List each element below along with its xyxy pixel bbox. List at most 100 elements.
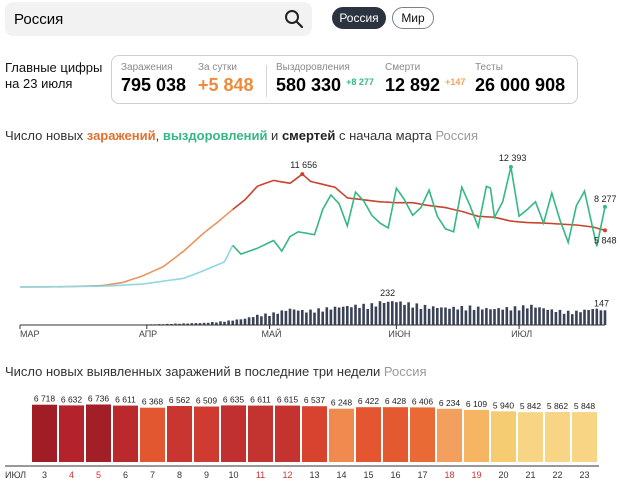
deaths-bar — [427, 308, 431, 325]
deaths-bar — [366, 309, 369, 325]
month-label: МАР — [20, 329, 40, 339]
stat-recoveries: Выздоровления 580 330 +8 277 — [276, 62, 374, 96]
bar-chart: 6 718 3 6 632 4 6 736 5 6 611 6 6 368 7 6 562 8 6 50… — [5, 394, 599, 480]
deaths-bar — [407, 302, 410, 325]
deaths-bar — [272, 312, 275, 325]
deaths-bar — [501, 309, 504, 325]
day-label: 14 — [336, 470, 346, 480]
bar-value-label: 6 611 — [250, 395, 271, 405]
deaths-bar — [538, 307, 541, 325]
stat-deaths-label: Смерти — [385, 62, 421, 73]
bar-value-label: 6 509 — [196, 396, 218, 406]
bar-day-23 — [572, 412, 597, 462]
search-input[interactable] — [14, 8, 274, 30]
bar-day-12 — [275, 405, 300, 462]
chart1-title-region: Россия — [435, 128, 479, 143]
day-label: 23 — [579, 470, 589, 480]
day-label: 20 — [498, 470, 508, 480]
deaths-bar — [309, 309, 312, 325]
chart1-title-prefix: Число новых — [5, 128, 87, 143]
stat-daily-value: +5 848 — [198, 75, 254, 95]
deaths-bar — [190, 323, 194, 325]
deaths-bar — [260, 316, 263, 325]
bar-value-label: 6 234 — [439, 398, 461, 408]
day-label: 22 — [552, 470, 562, 480]
day-label: 12 — [282, 470, 292, 480]
bar-value-label: 6 562 — [169, 395, 191, 405]
deaths-bar — [284, 310, 288, 325]
deaths-bar — [305, 312, 308, 325]
deaths-bar — [350, 307, 353, 325]
day-label: 9 — [204, 470, 209, 480]
day-label: 7 — [150, 470, 155, 480]
chart1-title-recoveries: выздоровлений — [162, 128, 268, 143]
day-label: 13 — [309, 470, 319, 480]
bar-day-7 — [140, 407, 165, 462]
day-label: 15 — [363, 470, 373, 480]
search-icon[interactable] — [284, 9, 304, 29]
chart1-title: Число новых заражений, выздоровлений и с… — [5, 128, 478, 143]
deaths-bar — [325, 307, 329, 325]
day-label: 8 — [177, 470, 182, 480]
deaths-bar — [542, 308, 545, 325]
deaths-bar — [419, 309, 423, 325]
month-label: ИЮЛ — [511, 329, 532, 339]
deaths-bar — [178, 323, 181, 325]
day-label: 10 — [228, 470, 238, 480]
stat-deaths-delta: +147 — [445, 77, 466, 87]
day-label: 19 — [471, 470, 481, 480]
deaths-bar — [436, 308, 439, 325]
stat-tests-label: Тесты — [475, 62, 503, 73]
deaths-bar — [239, 319, 243, 325]
deaths-bar — [268, 316, 271, 325]
deaths-bar — [546, 309, 549, 325]
region-tab-world[interactable]: Мир — [392, 7, 434, 29]
day-label: 16 — [390, 470, 400, 480]
deaths-bar — [206, 322, 210, 325]
bar-value-label: 6 718 — [34, 394, 56, 404]
deaths-bar — [481, 309, 484, 325]
deaths-bar — [333, 306, 337, 325]
bar-day-22 — [545, 412, 570, 462]
peak-infections-label: 11 656 — [290, 160, 317, 170]
deaths-bar — [358, 308, 361, 325]
deaths-bar — [558, 309, 562, 325]
deaths-bar — [292, 309, 296, 325]
deaths-bar — [280, 310, 284, 325]
bar-value-label: 5 848 — [574, 401, 596, 411]
deaths-bar — [456, 309, 459, 325]
bar-value-label: 6 248 — [331, 398, 353, 408]
deaths-bar — [485, 308, 488, 325]
recoveries-line-early — [20, 244, 234, 288]
bar-value-label: 6 635 — [223, 394, 245, 404]
deaths-bar — [374, 306, 378, 325]
deaths-bar — [354, 304, 357, 325]
deaths-bar — [587, 310, 590, 325]
bar-value-label: 6 368 — [142, 397, 164, 407]
deaths-bar — [182, 323, 185, 325]
deaths-bar — [575, 310, 578, 325]
stat-recoveries-value: 580 330 — [276, 75, 342, 95]
deaths-bar — [493, 309, 496, 325]
stats-separator — [266, 65, 267, 97]
bar-value-label: 6 109 — [466, 399, 488, 409]
day-label: 5 — [96, 470, 101, 480]
last-deaths-label: 147 — [594, 298, 609, 308]
deaths-bar — [296, 310, 300, 325]
bar-day-21 — [518, 412, 543, 462]
deaths-bar — [411, 307, 414, 325]
bar-day-14 — [329, 408, 354, 462]
bar-day-6 — [113, 405, 138, 462]
trend-chart: МАР АПР МАЙ ИЮН ИЮЛ 11 656 12 393 232 147 8 277 5 … — [19, 153, 617, 339]
stat-daily-label: За сутки — [198, 62, 237, 73]
deaths-bar — [464, 310, 468, 325]
deaths-bar — [215, 322, 218, 325]
stat-tests: Тесты 26 000 908 — [475, 62, 565, 96]
deaths-bar — [235, 319, 239, 325]
region-tab-russia[interactable]: Россия — [332, 7, 386, 29]
deaths-bar — [346, 306, 349, 325]
last-infections-marker — [603, 228, 607, 233]
deaths-bar — [460, 306, 464, 325]
day-label: 4 — [69, 470, 74, 480]
search-box — [5, 2, 312, 36]
